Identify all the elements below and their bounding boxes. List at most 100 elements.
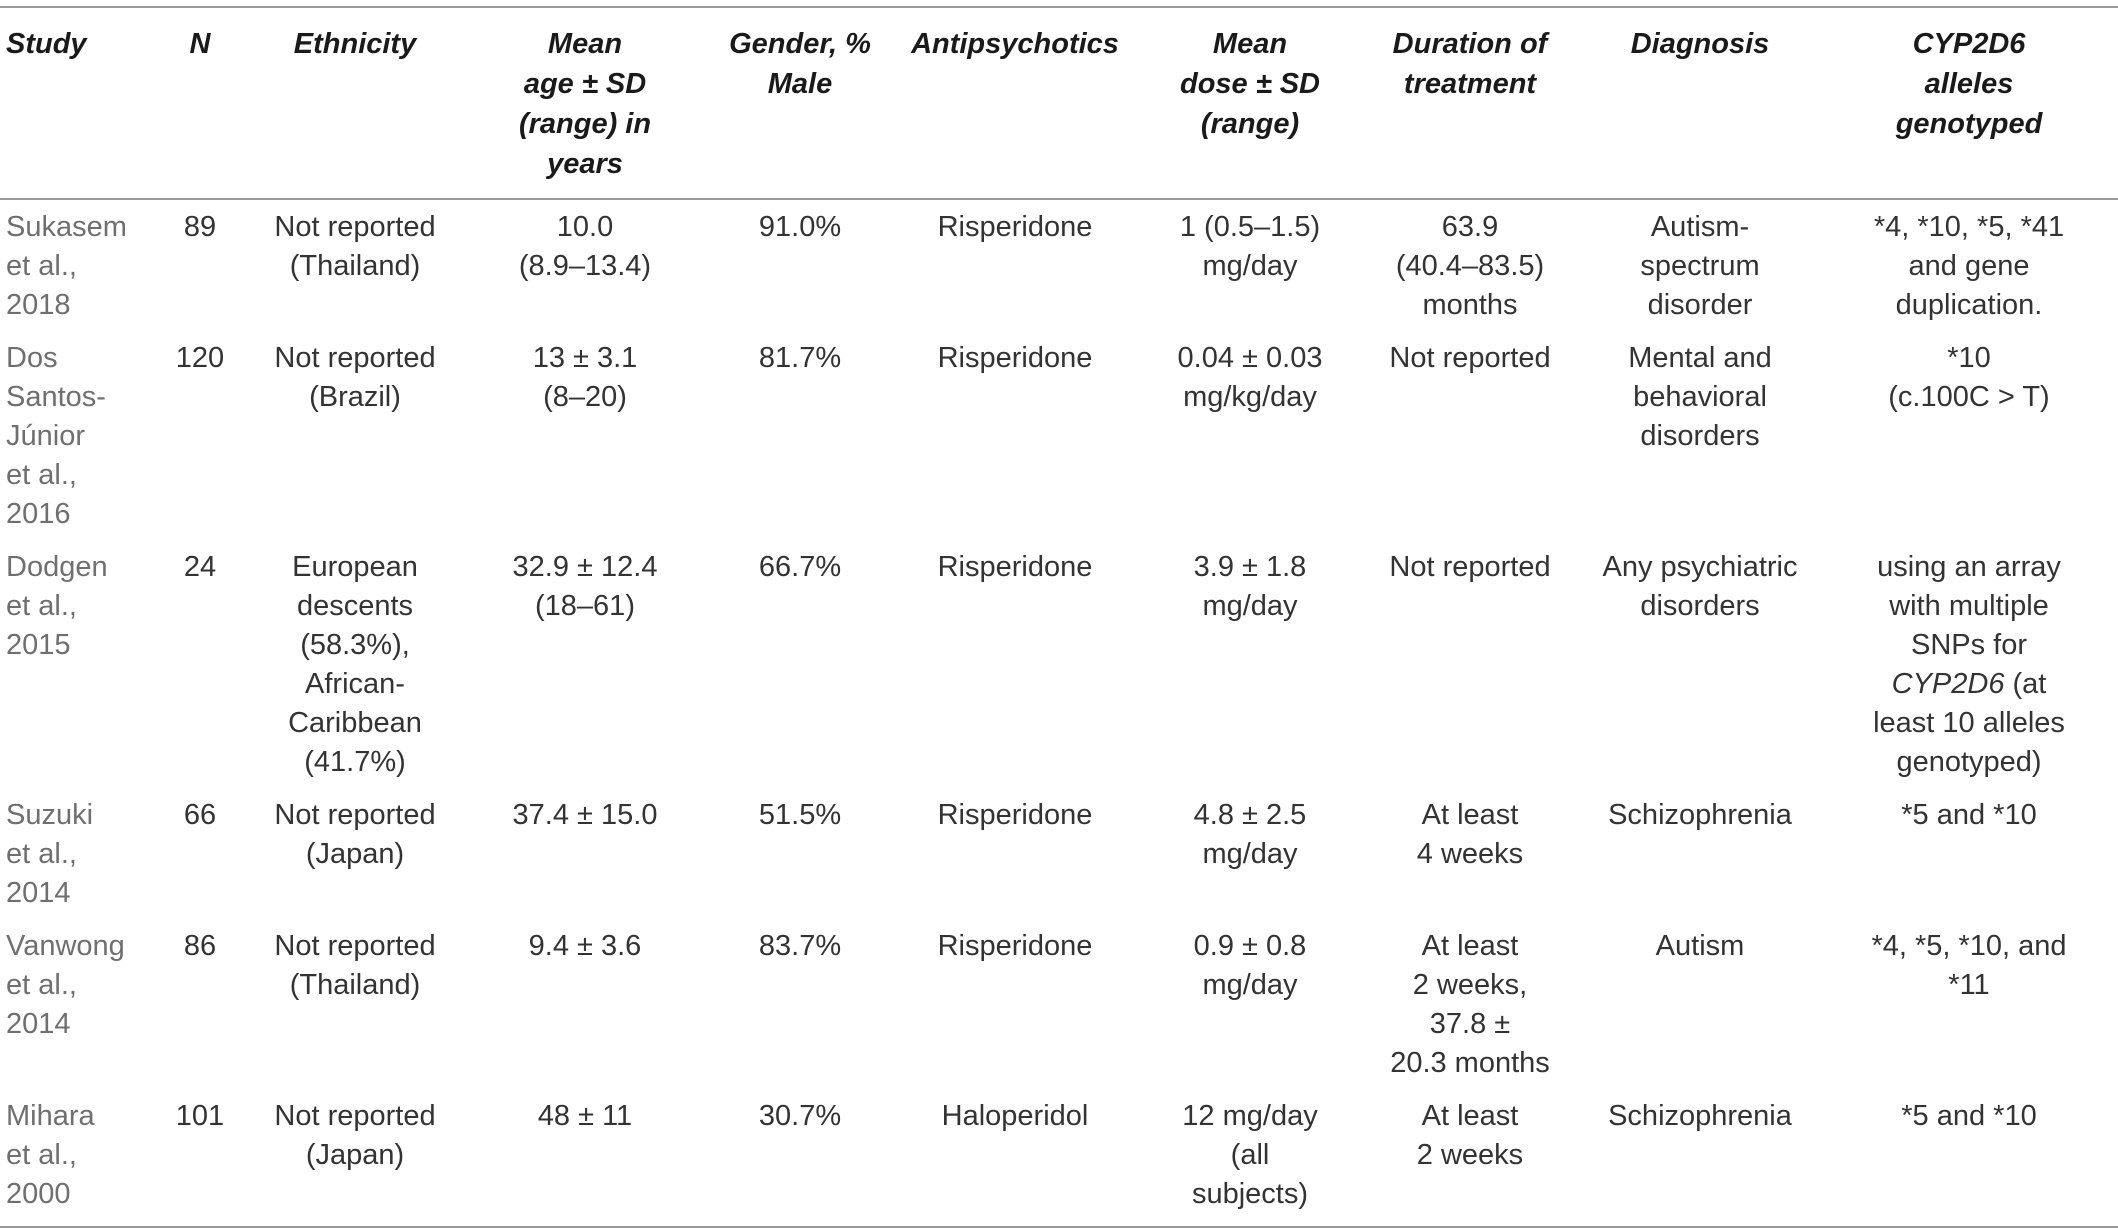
cell-line: 1 (0.5–1.5) [1179, 211, 1321, 243]
cell-line: Dodgen [6, 551, 108, 583]
cell-line: Not reported [274, 930, 436, 962]
cell-study: Dos Santos- Júnior et al., 2016 [0, 331, 150, 540]
cell-ethnicity: Not reported (Thailand) [250, 199, 460, 331]
table-body: Sukasem et al., 2018 89 Not reported (Th… [0, 199, 2118, 1228]
cell-age: 13 ± 3.1 (8–20) [460, 331, 710, 540]
table-row: Dos Santos- Júnior et al., 2016 120 Not … [0, 331, 2118, 540]
cell-line: (40.4–83.5) [1395, 250, 1545, 282]
cell-line: Not reported [274, 342, 436, 374]
header-age-line: age ± SD [523, 68, 647, 100]
cell-line: 13 ± 3.1 [532, 342, 638, 374]
cell-age: 48 ± 11 [460, 1089, 710, 1228]
header-gender: Gender, % Male [710, 6, 890, 200]
cell-line-rest: (at [2004, 668, 2047, 700]
cell-line: At least [1421, 1100, 1519, 1132]
cell-line: Autism [1655, 930, 1745, 962]
cell-drug: Risperidone [937, 930, 1093, 962]
cell-line: SNPs for [1910, 629, 2028, 661]
cell-n: 86 [183, 930, 217, 962]
header-n: N [150, 6, 250, 200]
cell-ethnicity: Not reported (Thailand) [250, 919, 460, 1089]
cell-dose: 4.8 ± 2.5 mg/day [1140, 788, 1360, 919]
cell-line: Suzuki [6, 799, 94, 831]
header-age-line: years [547, 148, 623, 180]
header-alleles: CYP2D6 alleles genotyped [1820, 6, 2118, 200]
cell-line: (8.9–13.4) [518, 250, 652, 282]
cell-ethnicity: Not reported (Brazil) [250, 331, 460, 540]
cell-line: 0.9 ± 0.8 [1193, 930, 1307, 962]
cell-drug: Risperidone [937, 342, 1093, 374]
cell-line: months [1422, 289, 1518, 321]
cell-line: Mihara [6, 1100, 95, 1132]
cell-line: Dos [6, 342, 58, 374]
cell-ethnicity: Not reported (Japan) [250, 1089, 460, 1228]
cell-ethnicity: Not reported (Japan) [250, 788, 460, 919]
cell-age: 9.4 ± 3.6 [460, 919, 710, 1089]
gene-name: CYP2D6 [1891, 668, 2005, 700]
cell-age: 37.4 ± 15.0 [460, 788, 710, 919]
table-row: Sukasem et al., 2018 89 Not reported (Th… [0, 199, 2118, 331]
header-diagnosis: Diagnosis [1580, 6, 1820, 200]
cell-line: disorders [1640, 420, 1760, 452]
cell-ethnicity: European descents (58.3%), African- Cari… [250, 540, 460, 788]
cell-line: (all [1230, 1139, 1270, 1171]
cell-n: 101 [150, 1089, 250, 1228]
cell-line: Not reported [274, 1100, 436, 1132]
header-duration-line: Duration of [1392, 28, 1548, 60]
table-row: Dodgen et al., 2015 24 European descents… [0, 540, 2118, 788]
header-dose-line: dose ± SD [1179, 68, 1320, 100]
cell-line: disorder [1647, 289, 1753, 321]
cell-line: 12 mg/day [1182, 1100, 1318, 1132]
cell-duration: Not reported [1360, 331, 1580, 540]
cell-line: mg/day [1202, 838, 1298, 870]
cell-line: 63.9 [1441, 211, 1499, 243]
cell-drug: Risperidone [937, 799, 1093, 831]
cell-diagnosis: Autism [1580, 919, 1820, 1089]
cell-gender: 30.7% [710, 1089, 890, 1228]
cell-n: 66 [183, 799, 217, 831]
cell-line: mg/day [1202, 250, 1298, 282]
cell-duration: At least 4 weeks [1360, 788, 1580, 919]
cell-diagnosis: Any psychiatric disorders [1580, 540, 1820, 788]
cell-line: (Japan) [305, 838, 405, 870]
header-duration: Duration of treatment [1360, 6, 1580, 200]
header-gender-line: Gender, % [729, 28, 871, 60]
cell-line: Not reported [1389, 342, 1551, 374]
header-alleles-line: CYP2D6 [1912, 28, 2026, 60]
cell-line: 48 ± 11 [537, 1100, 633, 1132]
cell-line: duplication. [1895, 289, 2043, 321]
header-row: Study N Ethnicity Mean age ± SD (range) … [0, 6, 2118, 200]
cell-line: (41.7%) [304, 746, 406, 778]
table-row: Suzuki et al., 2014 66 Not reported (Jap… [0, 788, 2118, 919]
cell-line: 0.04 ± 0.03 [1177, 342, 1323, 374]
cell-line: 9.4 ± 3.6 [528, 930, 642, 962]
cell-drug: Haloperidol [890, 1089, 1140, 1228]
header-age: Mean age ± SD (range) in years [460, 6, 710, 200]
cell-n: 120 [175, 342, 225, 374]
cell-line: mg/day [1202, 969, 1298, 1001]
cell-line: Santos- [6, 381, 106, 413]
cell-line: CYP2D6 (at [1826, 665, 2112, 704]
cell-line: *5 and *10 [1901, 1100, 2037, 1132]
header-ethnicity: Ethnicity [250, 6, 460, 200]
cell-line: Schizophrenia [1608, 1100, 1792, 1132]
cell-line: (8–20) [543, 381, 627, 413]
cell-duration: At least 2 weeks [1360, 1089, 1580, 1228]
cell-dose: 1 (0.5–1.5) mg/day [1140, 199, 1360, 331]
cell-study: Sukasem et al., 2018 [0, 199, 150, 331]
cell-line: 37.4 ± 15.0 [512, 799, 658, 831]
cell-line: 3.9 ± 1.8 [1193, 551, 1307, 583]
cell-alleles: *5 and *10 [1820, 788, 2118, 919]
cell-line: genotyped) [1896, 746, 2042, 778]
cell-line: 4.8 ± 2.5 [1193, 799, 1307, 831]
cell-line: At least [1421, 930, 1519, 962]
cell-drug: Risperidone [937, 551, 1093, 583]
cell-line: Sukasem [6, 211, 127, 243]
header-age-line: Mean [547, 28, 623, 60]
cell-line: Not reported [274, 799, 436, 831]
cell-duration: 63.9 (40.4–83.5) months [1360, 199, 1580, 331]
cell-dose: 0.9 ± 0.8 mg/day [1140, 919, 1360, 1089]
cell-study: Vanwong et al., 2014 [0, 919, 150, 1089]
header-dose: Mean dose ± SD (range) [1140, 6, 1360, 200]
table-row: Mihara et al., 2000 101 Not reported (Ja… [0, 1089, 2118, 1228]
